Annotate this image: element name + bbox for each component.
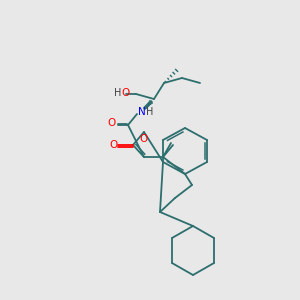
Text: O: O <box>140 134 148 144</box>
Text: O: O <box>109 140 117 150</box>
Text: O: O <box>121 88 129 98</box>
Text: N: N <box>138 107 146 117</box>
Text: H: H <box>146 107 154 117</box>
Text: O: O <box>107 118 115 128</box>
Text: H: H <box>114 88 122 98</box>
